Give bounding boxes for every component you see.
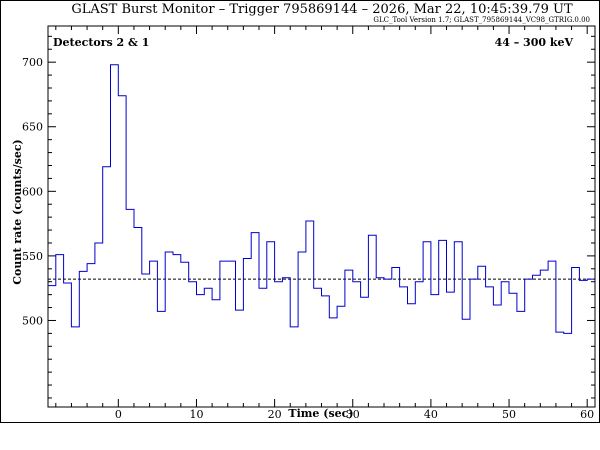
x-tick-label: 40 — [424, 408, 438, 421]
axis-ticks — [48, 26, 595, 407]
plot-area: 500 550 600 650 700 0 10 20 30 40 50 60 — [22, 25, 596, 421]
y-tick-label: 500 — [22, 314, 43, 327]
x-tick-label: 50 — [502, 408, 516, 421]
x-tick-labels: 0 10 20 30 40 50 60 — [115, 408, 594, 421]
energy-range-note: 44 – 300 keV — [495, 36, 574, 49]
x-tick-label: 60 — [580, 408, 594, 421]
y-tick-labels: 500 550 600 650 700 — [22, 56, 43, 327]
x-tick-label: 30 — [346, 408, 360, 421]
detectors-note: Detectors 2 & 1 — [53, 36, 149, 49]
y-tick-label: 650 — [22, 121, 43, 134]
y-tick-label: 700 — [22, 56, 43, 69]
x-axis-label: Time (sec) — [288, 407, 353, 420]
x-tick-label: 10 — [189, 408, 203, 421]
y-tick-label: 600 — [22, 185, 43, 198]
x-tick-label: 0 — [115, 408, 122, 421]
x-tick-label: 20 — [268, 408, 282, 421]
count-rate-series-line — [48, 64, 595, 334]
y-axis-label: Count rate (counts/sec) — [11, 139, 24, 284]
chart-title: GLAST Burst Monitor – Trigger 795869144 … — [71, 2, 573, 17]
chart-subtitle: GLC_Tool Version 1.7; GLAST_795869144_VC… — [373, 16, 590, 24]
y-tick-label: 550 — [22, 250, 43, 263]
